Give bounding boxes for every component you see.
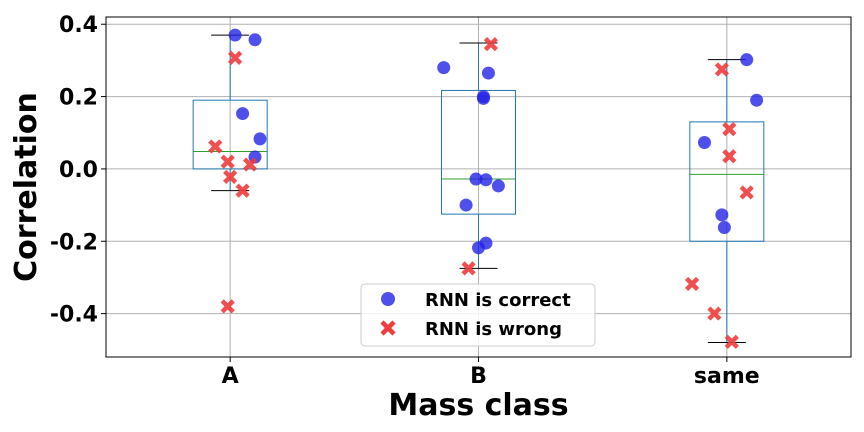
point-wrong xyxy=(724,334,739,349)
point-correct xyxy=(740,53,754,67)
y-tick-label: 0.2 xyxy=(59,86,98,111)
point-wrong xyxy=(684,276,700,292)
point-wrong xyxy=(739,185,754,200)
point-correct xyxy=(253,132,267,146)
legend: RNN is correct RNN is wrong xyxy=(360,283,596,347)
point-correct xyxy=(437,61,451,75)
point-wrong xyxy=(208,139,223,154)
point-correct xyxy=(248,33,262,47)
point-wrong xyxy=(722,149,737,164)
box-body xyxy=(689,121,765,242)
legend-marker-correct xyxy=(381,292,395,306)
point-correct xyxy=(472,241,485,255)
x-tick-label: B xyxy=(470,364,487,389)
legend-label-wrong: RNN is wrong xyxy=(425,319,562,340)
point-correct xyxy=(469,172,483,186)
point-correct xyxy=(236,107,250,121)
legend-box xyxy=(360,283,596,347)
point-correct xyxy=(715,208,729,222)
box-same xyxy=(689,59,765,344)
point-wrong xyxy=(223,169,238,184)
legend-label-correct: RNN is correct xyxy=(425,290,571,311)
box-body xyxy=(192,99,268,170)
point-wrong xyxy=(714,62,729,77)
point-correct xyxy=(481,66,495,80)
y-tick-label: 0.0 xyxy=(59,158,98,183)
y-axis-label: Correlation xyxy=(9,92,44,282)
point-correct xyxy=(717,221,731,235)
point-wrong xyxy=(722,122,737,137)
x-tick-label: same xyxy=(694,364,760,389)
point-wrong xyxy=(228,50,243,65)
box-plots xyxy=(192,34,765,344)
y-tick-label: 0.4 xyxy=(59,13,98,38)
box-body xyxy=(441,89,516,215)
scatter-points xyxy=(208,28,764,349)
point-wrong xyxy=(483,37,499,52)
point-wrong xyxy=(220,154,235,169)
point-correct xyxy=(228,28,242,42)
y-axis-ticks: 0.4 0.2 0.0 -0.2 -0.4 xyxy=(50,13,106,328)
point-wrong xyxy=(461,261,476,276)
x-tick-label: A xyxy=(222,364,239,389)
point-wrong xyxy=(235,183,250,198)
point-wrong xyxy=(220,299,235,314)
point-wrong xyxy=(707,306,722,321)
point-correct xyxy=(479,173,493,187)
point-correct xyxy=(491,179,505,193)
point-correct xyxy=(459,198,473,212)
point-correct xyxy=(750,93,764,107)
point-correct xyxy=(697,136,711,150)
legend-marker-wrong xyxy=(380,320,396,336)
y-tick-label: -0.2 xyxy=(50,230,98,255)
y-tick-label: -0.4 xyxy=(50,303,98,328)
point-wrong xyxy=(242,157,258,172)
box-A xyxy=(192,34,268,192)
x-axis-label: Mass class xyxy=(388,388,568,423)
point-correct xyxy=(476,91,490,105)
